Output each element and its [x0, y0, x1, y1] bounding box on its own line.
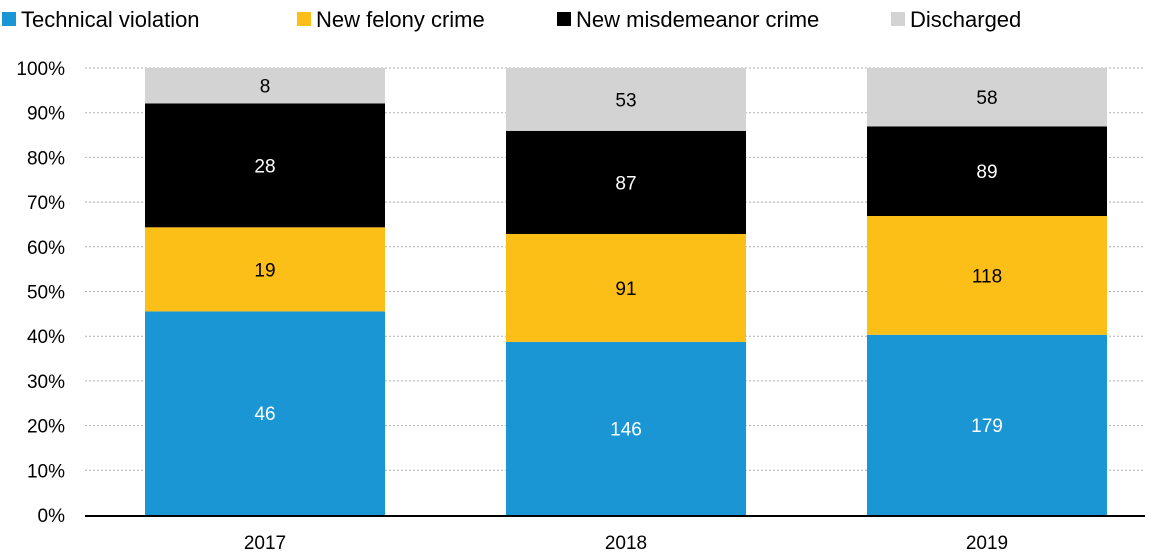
data-label: 179: [971, 416, 1003, 437]
bars: 46 19 28 8 146 91 87 53 179 118 89 58: [145, 68, 1107, 515]
data-label: 58: [976, 88, 997, 109]
bar-segment-new-misdemeanor-crime: [867, 126, 1107, 216]
y-tick-label: 50%: [27, 283, 65, 304]
y-tick-label: 0%: [38, 506, 66, 527]
y-tick-label: 40%: [27, 327, 65, 348]
bar-segment-technical-violation: [145, 311, 385, 515]
data-label: 53: [615, 90, 636, 111]
x-tick-label: 2018: [605, 533, 647, 554]
legend-swatch: [297, 12, 311, 26]
legend-item: New misdemeanor crime: [557, 7, 819, 32]
legend-label: Technical violation: [21, 7, 200, 32]
legend-label: New felony crime: [316, 7, 485, 32]
bar-segment-discharged: [145, 68, 385, 104]
bar-segment-technical-violation: [867, 334, 1107, 515]
legend-swatch: [891, 12, 905, 26]
legend-item: New felony crime: [297, 7, 485, 32]
bar-group-2018: 146 91 87 53: [506, 68, 746, 515]
legend: Technical violation New felony crime New m…: [2, 7, 1021, 32]
data-label: 8: [260, 77, 271, 98]
y-tick-label: 30%: [27, 372, 65, 393]
x-axis: 2017 2018 2019: [85, 515, 1145, 554]
bar-segment-new-felony-crime: [506, 233, 746, 342]
data-label: 28: [254, 156, 275, 177]
bar-segment-discharged: [867, 68, 1107, 127]
bar-segment-new-misdemeanor-crime: [145, 103, 385, 228]
data-label: 89: [976, 162, 997, 183]
y-tick-label: 100%: [16, 59, 65, 80]
legend-label: Discharged: [910, 7, 1021, 32]
y-tick-label: 90%: [27, 104, 65, 125]
data-label: 19: [254, 260, 275, 281]
data-label: 46: [254, 404, 275, 425]
legend-item: Discharged: [891, 7, 1021, 32]
bar-group-2019: 179 118 89 58: [867, 68, 1107, 515]
data-label: 87: [615, 173, 636, 194]
legend-swatch: [557, 12, 571, 26]
bar-group-2017: 46 19 28 8: [145, 68, 385, 515]
data-label: 91: [615, 279, 636, 300]
x-tick-label: 2017: [244, 533, 286, 554]
bar-segment-technical-violation: [506, 341, 746, 515]
y-tick-label: 10%: [27, 461, 65, 482]
bar-segment-new-felony-crime: [867, 215, 1107, 335]
y-tick-label: 60%: [27, 238, 65, 259]
bar-segment-discharged: [506, 68, 746, 131]
y-axis: 0% 10% 20% 30% 40% 50% 60% 70% 80% 90% 100%: [16, 59, 65, 527]
x-tick-label: 2019: [966, 533, 1008, 554]
legend-swatch: [2, 12, 16, 26]
bar-segment-new-misdemeanor-crime: [506, 130, 746, 234]
y-tick-label: 20%: [27, 417, 65, 438]
legend-label: New misdemeanor crime: [576, 7, 819, 32]
y-tick-label: 80%: [27, 148, 65, 169]
data-label: 146: [610, 419, 642, 440]
bar-segment-new-felony-crime: [145, 227, 385, 312]
y-tick-label: 70%: [27, 193, 65, 214]
legend-item: Technical violation: [2, 7, 200, 32]
data-label: 118: [972, 266, 1002, 287]
